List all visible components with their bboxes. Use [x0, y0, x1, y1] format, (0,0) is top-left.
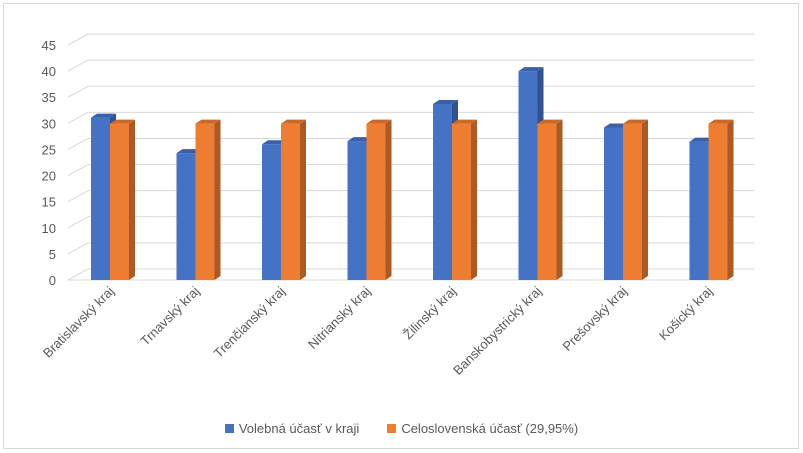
- y-tick-label: 5: [49, 247, 56, 262]
- bar: [452, 119, 477, 280]
- bar-top: [195, 119, 221, 124]
- bar-front: [366, 123, 386, 280]
- bar-top: [433, 100, 458, 105]
- bar-top: [262, 140, 287, 145]
- y-tick-label: 10: [42, 221, 56, 236]
- bar-front: [433, 104, 452, 280]
- gridline-depth: [67, 138, 89, 150]
- bar-top: [604, 123, 629, 128]
- gridlines: [67, 33, 754, 281]
- x-tick-label: Banskobystrický kraj: [450, 283, 544, 377]
- bar: [366, 119, 392, 280]
- legend-label-series-1: Volebná účasť v kraji: [238, 421, 360, 436]
- bar-front: [518, 71, 538, 280]
- bar-side: [300, 119, 306, 280]
- bar-top: [452, 119, 477, 124]
- bar-front: [195, 123, 215, 280]
- legend-label-series-2: Celoslovenská účasť (29,95%): [401, 421, 579, 436]
- legend-swatch-series-2: [387, 424, 397, 433]
- legend-swatch-series-1: [224, 424, 234, 433]
- chart-legend: Volebná účasť v kraji Celoslovenská účas…: [0, 421, 803, 436]
- bar-side: [385, 119, 392, 280]
- bar: [281, 119, 306, 280]
- gridline-depth: [67, 33, 89, 46]
- bars: [91, 67, 734, 280]
- bar-front: [623, 123, 642, 280]
- bar: [708, 119, 734, 280]
- y-axis: 0 5 10 15 20 25 30 35 40 45: [42, 38, 56, 288]
- bar-top: [708, 119, 734, 124]
- y-tick-label: 25: [42, 142, 56, 157]
- y-tick-label: 45: [42, 38, 56, 53]
- x-tick-label: Žilinský kraj: [400, 283, 459, 342]
- x-tick-label: Nitrianský kraj: [305, 283, 373, 351]
- chart-frame: [3, 3, 799, 449]
- bar-front: [537, 123, 557, 280]
- x-axis: Bratislavský kraj Trnavský kraj Trenčiansk…: [40, 283, 716, 377]
- bar-front: [452, 123, 471, 280]
- y-tick-label: 15: [42, 195, 56, 210]
- bar-top: [366, 119, 392, 124]
- bar-side: [129, 119, 135, 280]
- y-tick-label: 35: [42, 90, 56, 105]
- gridline-depth: [67, 111, 89, 124]
- bar-top: [537, 119, 563, 124]
- x-tick-label: Bratislavský kraj: [40, 283, 117, 360]
- bar-top: [91, 113, 116, 118]
- x-tick-label: Trenčianský kraj: [211, 283, 288, 360]
- x-tick-label: Prešovský kraj: [559, 283, 629, 353]
- bar-side: [214, 119, 221, 280]
- gridline-depth: [67, 190, 89, 203]
- bar-top: [623, 119, 648, 124]
- bar-top: [281, 119, 306, 124]
- bar-top: [347, 137, 373, 142]
- bar-front: [281, 123, 300, 280]
- bar-front: [689, 141, 709, 280]
- bar-front: [708, 123, 728, 280]
- y-tick-label: 20: [42, 169, 56, 184]
- x-tick-label: Košický kraj: [656, 283, 716, 343]
- bar-top: [176, 149, 202, 154]
- legend-item-series-2: Celoslovenská účasť (29,95%): [387, 421, 578, 436]
- y-tick-label: 40: [42, 64, 56, 79]
- x-tick-label: Trnavský kraj: [137, 283, 202, 348]
- bar: [537, 119, 563, 280]
- bar: [110, 119, 135, 280]
- y-tick-label: 30: [42, 116, 56, 131]
- y-tick-label: 0: [49, 273, 56, 288]
- bar-side: [556, 119, 563, 280]
- bar-top: [110, 119, 135, 124]
- bar-front: [176, 153, 196, 280]
- bar-front: [262, 144, 281, 280]
- gridline-depth: [67, 242, 89, 255]
- gridline-depth: [67, 268, 89, 281]
- gridline-depth: [67, 85, 89, 98]
- legend-item-series-1: Volebná účasť v kraji: [224, 421, 360, 436]
- bar-top: [518, 67, 544, 72]
- bar-front: [91, 117, 110, 280]
- bar-front: [347, 141, 367, 280]
- bar-side: [727, 119, 734, 280]
- bar: [623, 119, 648, 280]
- bar-front: [604, 127, 623, 280]
- bar: [195, 119, 221, 280]
- bar-side: [642, 119, 648, 280]
- gridline-depth: [67, 164, 89, 176]
- bar-front: [110, 123, 129, 280]
- bar-side: [471, 119, 477, 280]
- gridline-depth: [67, 59, 89, 72]
- bar-top: [689, 137, 715, 142]
- gridline-depth: [67, 216, 89, 229]
